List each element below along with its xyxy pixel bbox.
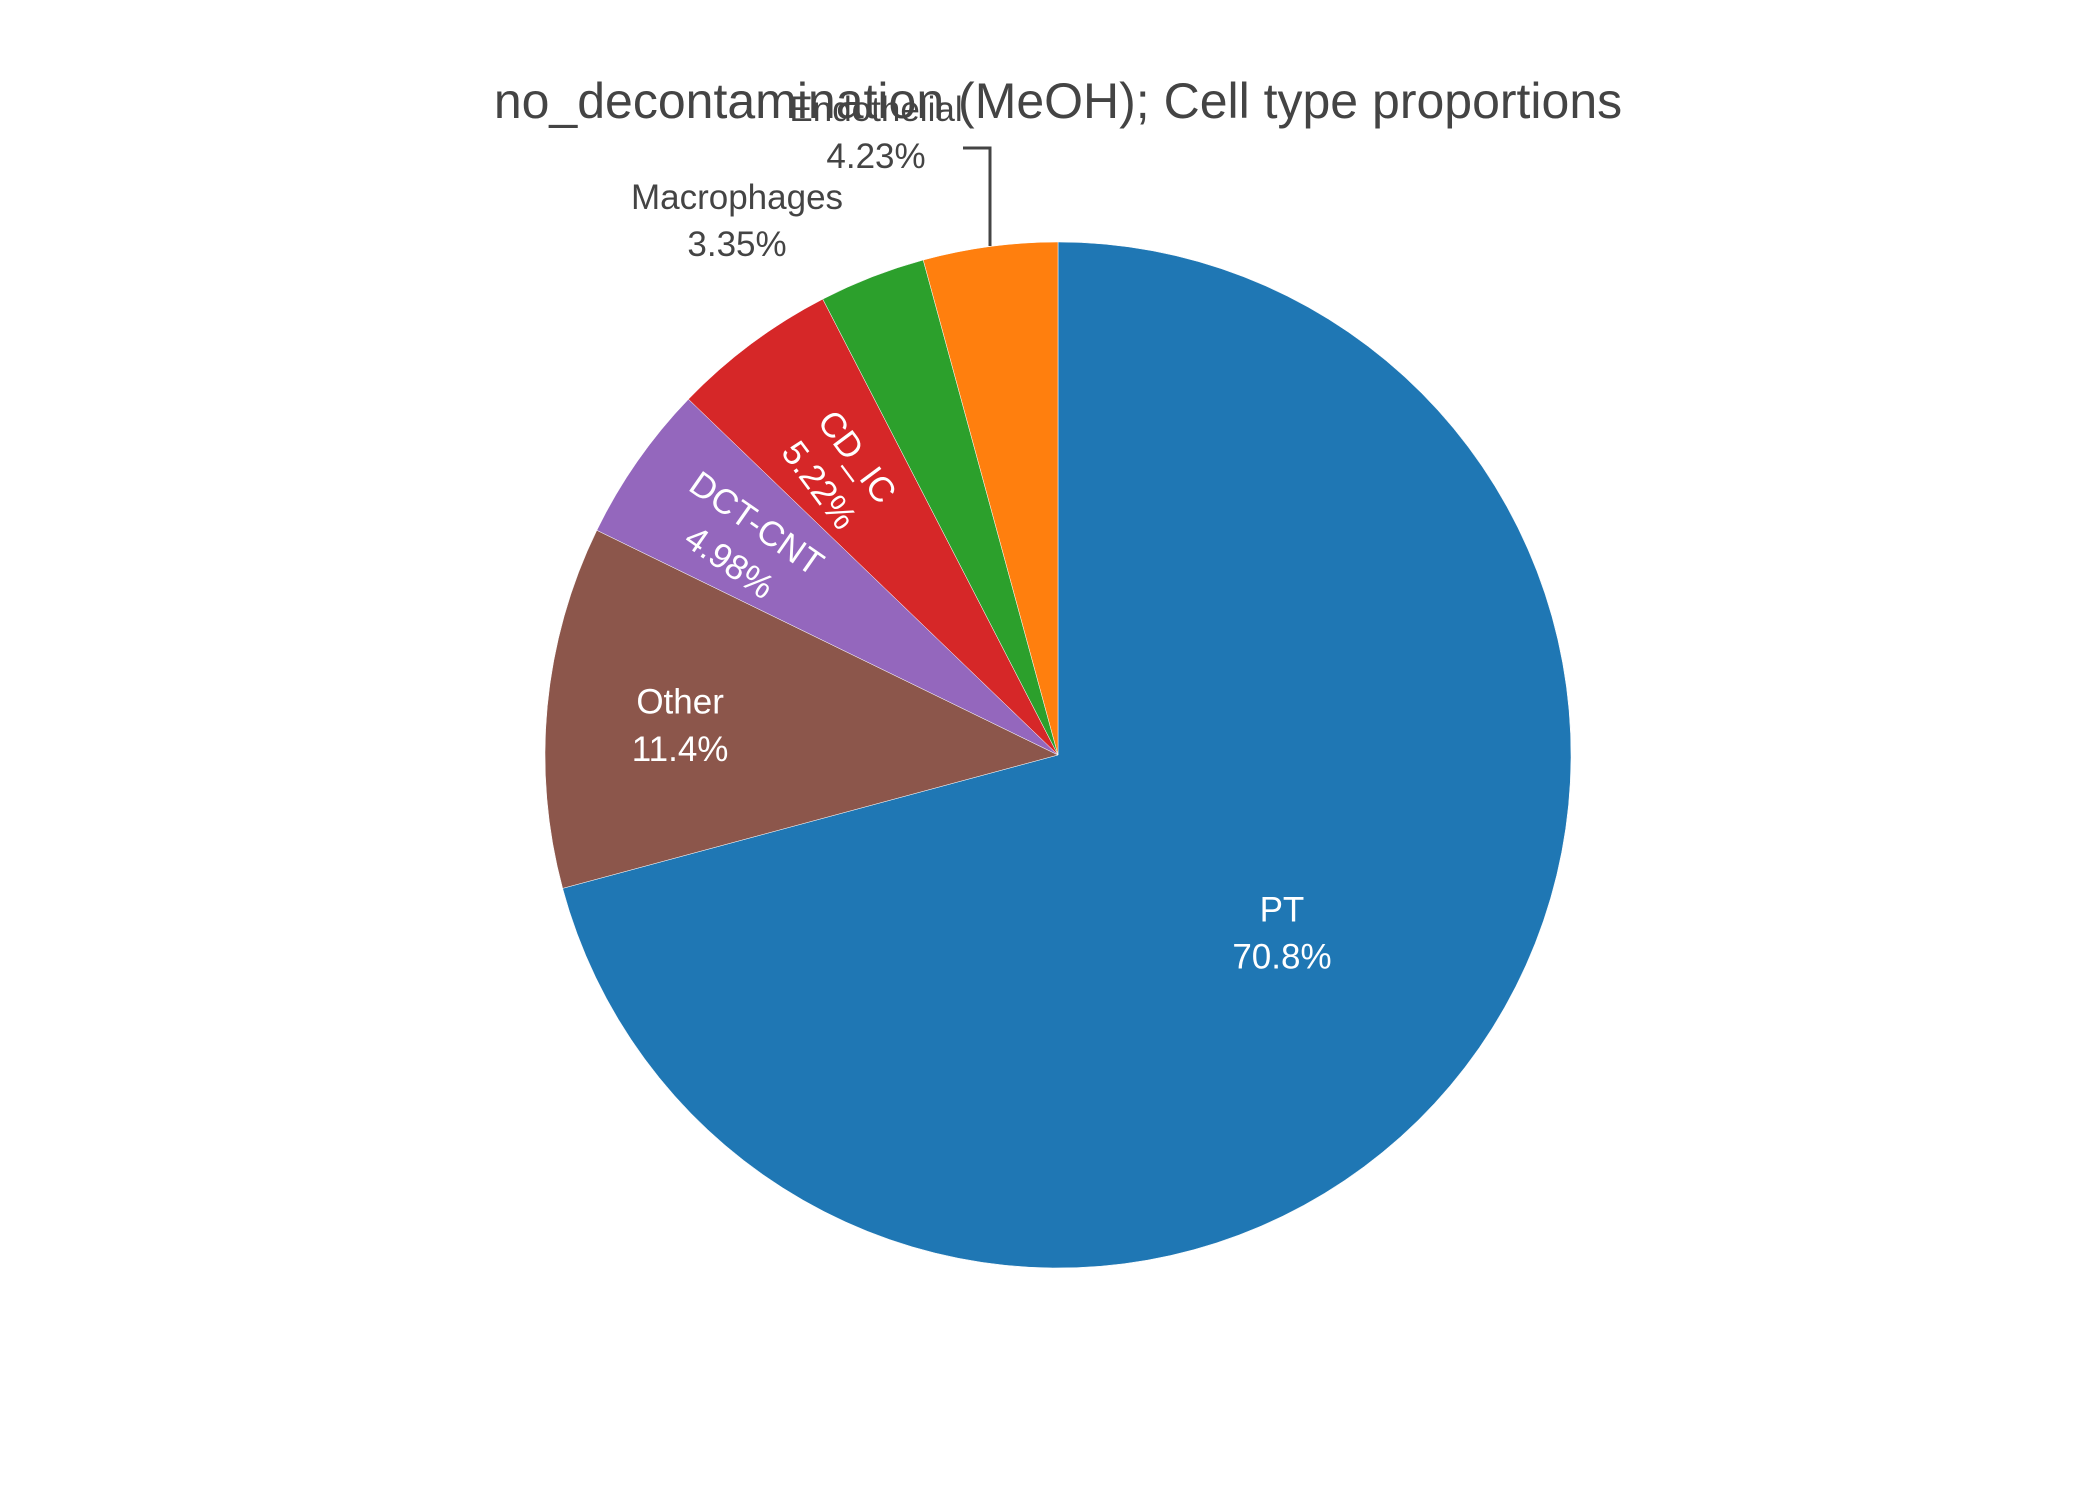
leader-line-endothelial	[963, 146, 992, 246]
slice-name-macrophages: Macrophages	[631, 178, 843, 217]
slice-label-macrophages: Macrophages 3.35%	[631, 178, 843, 264]
slice-name-endothelial: Endothelial	[789, 90, 962, 129]
pie-slice-endothelial	[922, 241, 1059, 756]
slice-value-pt: 70.8%	[1232, 938, 1331, 977]
slice-name-other: Other	[636, 683, 724, 722]
pie-slice-pt	[562, 241, 1572, 1269]
pie-slice-other	[544, 529, 1059, 889]
slice-value-endothelial: 4.23%	[826, 137, 925, 176]
pie-slice-cd-ic	[688, 298, 1059, 756]
slice-label-pt: PT 70.8%	[1232, 890, 1331, 976]
pie-slices	[544, 241, 1572, 1269]
slice-label-other: Other 11.4%	[632, 683, 729, 769]
leader-lines	[963, 146, 992, 246]
slice-label-endothelial: Endothelial 4.23%	[789, 90, 962, 176]
chart-title: no_decontamination (MeOH); Cell type pro…	[494, 73, 1622, 129]
pie-slice-dct-cnt	[596, 398, 1059, 756]
slice-value-macrophages: 3.35%	[687, 225, 786, 264]
slice-value-other: 11.4%	[632, 730, 729, 769]
slice-name-pt: PT	[1260, 890, 1305, 929]
